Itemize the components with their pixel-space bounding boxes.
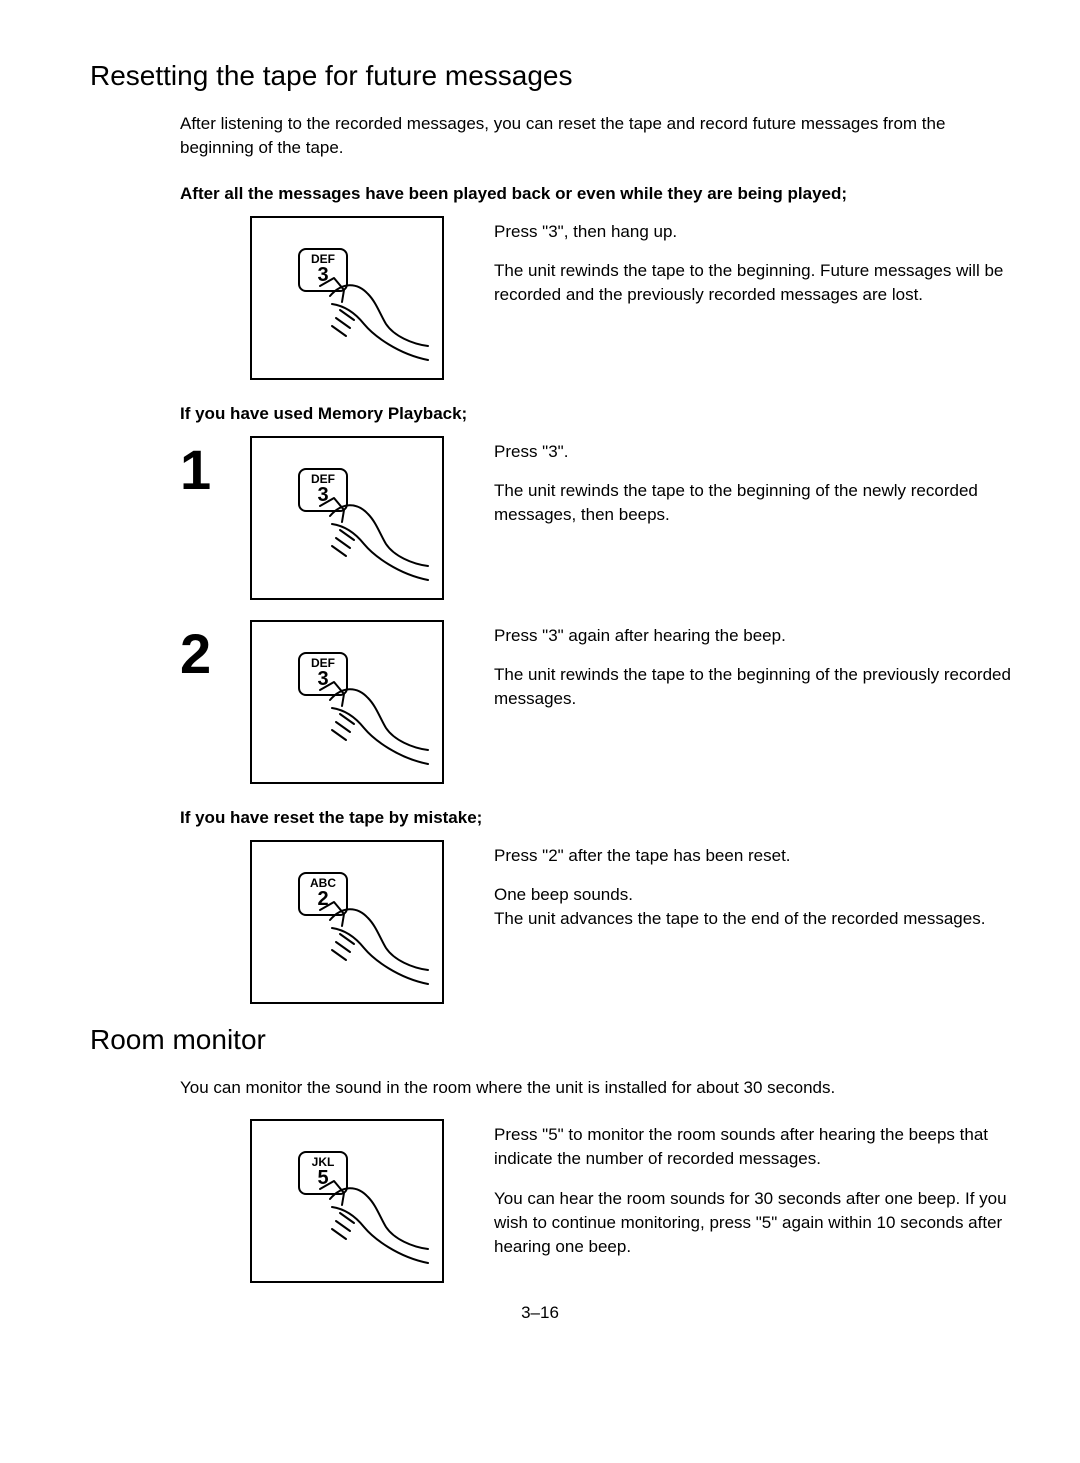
hand-icon <box>302 496 432 596</box>
hand-icon <box>302 276 432 376</box>
hand-icon <box>302 680 432 780</box>
step-result: The unit rewinds the tape to the beginni… <box>494 663 1020 711</box>
section1-intro: After listening to the recorded messages… <box>180 112 990 160</box>
step-number: 1 <box>180 442 250 498</box>
subhead-played-back: After all the messages have been played … <box>180 184 1020 204</box>
key-letters: DEF <box>300 473 346 485</box>
illustration-press-2: ABC 2 <box>250 840 444 1004</box>
section-title-room-monitor: Room monitor <box>90 1024 1020 1056</box>
step-result: The unit rewinds the tape to the beginni… <box>494 479 1020 527</box>
step-result-1: One beep sounds. <box>494 883 1020 907</box>
hand-icon <box>302 900 432 1000</box>
step-number: 2 <box>180 626 250 682</box>
section-title-resetting: Resetting the tape for future messages <box>90 60 1020 92</box>
step-result: The unit rewinds the tape to the beginni… <box>494 259 1020 307</box>
subhead-memory-playback: If you have used Memory Playback; <box>180 404 1020 424</box>
key-letters: ABC <box>300 877 346 889</box>
step-memory-1: 1 DEF 3 Press "3". The unit rewinds the … <box>180 436 1020 600</box>
illustration-press-5: JKL 5 <box>250 1119 444 1283</box>
step-reset-basic: DEF 3 Press "3", then hang up. The unit … <box>180 216 1020 380</box>
key-letters: DEF <box>300 253 346 265</box>
step-instruction: Press "3" again after hearing the beep. <box>494 624 1020 648</box>
step-instruction: Press "3", then hang up. <box>494 220 1020 244</box>
step-memory-2: 2 DEF 3 Press "3" again after hearing th… <box>180 620 1020 784</box>
illustration-press-3: DEF 3 <box>250 620 444 784</box>
illustration-press-3: DEF 3 <box>250 436 444 600</box>
step-result-2: The unit advances the tape to the end of… <box>494 907 1020 931</box>
subhead-reset-mistake: If you have reset the tape by mistake; <box>180 808 1020 828</box>
key-letters: DEF <box>300 657 346 669</box>
illustration-press-3: DEF 3 <box>250 216 444 380</box>
step-result: You can hear the room sounds for 30 seco… <box>494 1187 1020 1258</box>
step-room-monitor: JKL 5 Press "5" to monitor the room soun… <box>180 1119 1020 1283</box>
section2-intro: You can monitor the sound in the room wh… <box>180 1076 990 1100</box>
hand-icon <box>302 1179 432 1279</box>
step-instruction: Press "2" after the tape has been reset. <box>494 844 1020 868</box>
step-undo-reset: ABC 2 Press "2" after the tape has been … <box>180 840 1020 1004</box>
step-instruction: Press "3". <box>494 440 1020 464</box>
page-number: 3–16 <box>60 1303 1020 1323</box>
step-instruction: Press "5" to monitor the room sounds aft… <box>494 1123 1020 1171</box>
